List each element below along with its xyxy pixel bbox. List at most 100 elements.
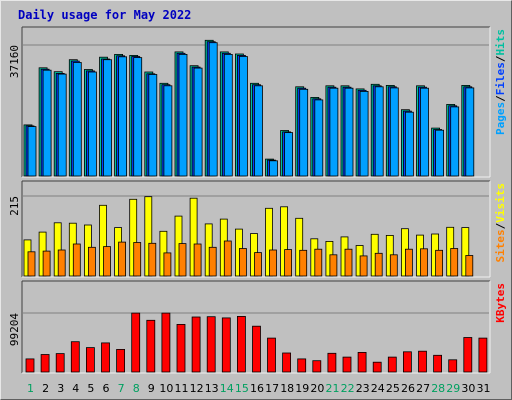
bar-sites: [404, 248, 413, 277]
day-label: 27: [416, 382, 430, 395]
day-label: 23: [356, 382, 370, 395]
bar-sites: [238, 248, 247, 277]
bar-pages: [299, 88, 309, 177]
bar-visits: [461, 227, 470, 277]
bar-pages: [223, 54, 233, 177]
day-label: 13: [205, 382, 219, 395]
bar-sites: [465, 255, 474, 277]
day-label: 30: [461, 382, 475, 395]
chart-title: Daily usage for May 2022: [18, 8, 191, 22]
bar-pages: [465, 87, 475, 177]
day-label: 18: [280, 382, 294, 395]
bar-sites: [389, 254, 398, 277]
day-label: 24: [371, 382, 385, 395]
bar-sites: [88, 246, 96, 277]
day-label: 10: [159, 382, 173, 395]
day-label: 26: [401, 382, 415, 395]
bar-pages: [42, 69, 52, 177]
bar-pages: [27, 126, 37, 177]
bar-pages: [208, 42, 218, 177]
bar-kbytes: [191, 316, 201, 373]
bar-kbytes: [161, 312, 171, 373]
bar-pages: [389, 87, 399, 177]
bar-visits: [99, 204, 107, 277]
bar-visits: [53, 222, 62, 277]
bar-pages: [88, 71, 97, 177]
day-label: 11: [175, 382, 189, 395]
bar-visits: [265, 207, 273, 277]
day-label: 8: [133, 382, 140, 395]
bar-pages: [420, 87, 429, 177]
day-label: 19: [295, 382, 309, 395]
legend-pages_files_hits: Pages/Files/Hits: [494, 29, 507, 135]
y-tick-label: 215: [8, 196, 21, 216]
bar-pages: [57, 73, 67, 177]
bar-kbytes: [55, 353, 65, 373]
bar-sites: [450, 248, 459, 277]
day-label: 22: [341, 382, 355, 395]
day-label: 4: [72, 382, 79, 395]
bar-pages: [344, 87, 354, 177]
bar-sites: [208, 246, 217, 277]
bar-pages: [118, 56, 127, 177]
y-tick-label: 99204: [8, 313, 21, 346]
day-label: 3: [57, 382, 64, 395]
bar-kbytes: [267, 337, 276, 373]
day-label: 9: [148, 382, 155, 395]
bar-sites: [118, 241, 126, 277]
bar-sites: [420, 248, 428, 277]
bar-kbytes: [25, 358, 35, 373]
day-label: 12: [190, 382, 204, 395]
bar-kbytes: [176, 323, 186, 373]
bar-sites: [344, 248, 353, 277]
bar-pages: [254, 85, 263, 177]
bar-kbytes: [463, 337, 473, 373]
bar-sites: [42, 250, 51, 277]
bar-kbytes: [372, 361, 382, 373]
bar-sites: [57, 249, 66, 277]
day-label: 28: [431, 382, 445, 395]
bar-kbytes: [478, 337, 488, 373]
bar-kbytes: [101, 342, 110, 373]
legend-item-pages: Pages: [494, 102, 507, 135]
legend-item-kbytes: KBytes: [494, 283, 507, 323]
bar-pages: [193, 67, 203, 177]
bar-sites: [269, 249, 277, 277]
bar-sites: [133, 242, 142, 277]
bar-pages: [103, 59, 112, 177]
bar-pages: [314, 99, 324, 177]
bar-kbytes: [448, 359, 458, 373]
day-label: 6: [103, 382, 110, 395]
bar-visits: [280, 206, 289, 277]
bar-kbytes: [418, 350, 427, 373]
bar-sites: [359, 255, 368, 277]
bar-sites: [254, 252, 262, 277]
bar-pages: [359, 91, 369, 177]
bar-sites: [314, 248, 323, 277]
bar-kbytes: [282, 352, 292, 373]
bar-sites: [223, 240, 232, 277]
day-label: 21: [326, 382, 340, 395]
bar-kbytes: [342, 356, 352, 373]
legend-item-files: Files: [494, 62, 507, 95]
bar-pages: [133, 57, 143, 177]
bar-kbytes: [40, 354, 50, 373]
day-label: 29: [446, 382, 460, 395]
bar-sites: [193, 243, 202, 277]
bar-pages: [238, 56, 248, 177]
legend-item-sites: Sites: [494, 229, 507, 262]
bar-sites: [435, 249, 444, 277]
day-label: 31: [477, 382, 491, 395]
day-label: 25: [386, 382, 400, 395]
bar-kbytes: [221, 317, 231, 373]
bar-sites: [72, 243, 81, 277]
bar-kbytes: [70, 341, 80, 373]
bar-visits: [189, 197, 198, 277]
bar-kbytes: [86, 347, 95, 373]
bar-sites: [299, 249, 308, 277]
bar-kbytes: [131, 312, 141, 373]
bar-sites: [329, 254, 338, 277]
bar-sites: [284, 249, 293, 277]
bar-kbytes: [387, 356, 397, 373]
